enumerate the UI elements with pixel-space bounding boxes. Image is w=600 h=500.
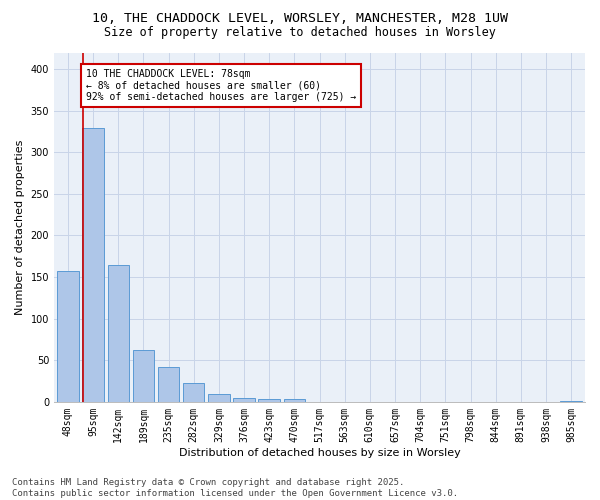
Text: Size of property relative to detached houses in Worsley: Size of property relative to detached ho…: [104, 26, 496, 39]
Bar: [208, 394, 230, 402]
Bar: [57, 271, 79, 402]
Text: Contains HM Land Registry data © Crown copyright and database right 2025.
Contai: Contains HM Land Registry data © Crown c…: [12, 478, 458, 498]
Text: 10 THE CHADDOCK LEVEL: 78sqm
← 8% of detached houses are smaller (60)
92% of sem: 10 THE CHADDOCK LEVEL: 78sqm ← 8% of det…: [86, 69, 356, 102]
Text: 10, THE CHADDOCK LEVEL, WORSLEY, MANCHESTER, M28 1UW: 10, THE CHADDOCK LEVEL, WORSLEY, MANCHES…: [92, 12, 508, 26]
Bar: [233, 398, 255, 402]
Bar: [183, 382, 205, 402]
X-axis label: Distribution of detached houses by size in Worsley: Distribution of detached houses by size …: [179, 448, 460, 458]
Bar: [82, 128, 104, 402]
Bar: [259, 400, 280, 402]
Bar: [560, 401, 582, 402]
Bar: [284, 400, 305, 402]
Y-axis label: Number of detached properties: Number of detached properties: [15, 140, 25, 315]
Bar: [107, 266, 129, 402]
Bar: [158, 367, 179, 402]
Bar: [133, 350, 154, 402]
